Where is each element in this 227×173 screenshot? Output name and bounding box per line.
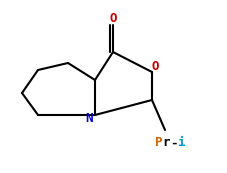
Text: P: P bbox=[155, 136, 163, 149]
Text: i: i bbox=[178, 136, 185, 149]
Text: -: - bbox=[170, 136, 178, 149]
Text: N: N bbox=[85, 112, 93, 125]
Text: r: r bbox=[163, 136, 170, 149]
Text: O: O bbox=[109, 11, 117, 25]
Text: O: O bbox=[151, 61, 159, 74]
